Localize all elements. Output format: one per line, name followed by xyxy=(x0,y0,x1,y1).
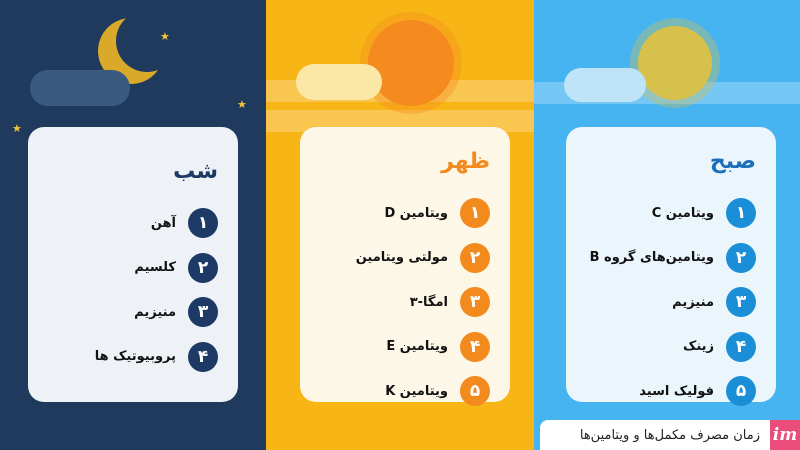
item-label: امگا-۳ xyxy=(409,294,448,310)
noon-column: ظهر ۱ ویتامین D ۲ مولتی ویتامین ۳ امگا-۳ ۴ ویتا… xyxy=(266,0,534,450)
number-badge: ۵ xyxy=(726,376,756,407)
list-item: ۱ ویتامین C xyxy=(586,191,756,236)
item-label: فولیک اسید xyxy=(639,383,714,399)
number-badge: ۳ xyxy=(188,297,218,328)
list-item: ۵ ویتامین K xyxy=(320,369,490,414)
list-item: ۱ آهن xyxy=(48,201,218,246)
list-item: ۳ منیزیم xyxy=(586,280,756,325)
number-badge: ۵ xyxy=(460,376,490,407)
item-label: پروبیوتیک ها xyxy=(94,349,176,365)
list-item: ۴ پروبیوتیک ها xyxy=(48,335,218,380)
item-label: منیزیم xyxy=(134,304,176,320)
list-item: ۲ مولتی ویتامین xyxy=(320,236,490,281)
number-badge: ۳ xyxy=(726,287,756,318)
number-badge: ۴ xyxy=(188,341,218,372)
item-label: ویتامین‌های گروه B xyxy=(589,250,714,266)
number-badge: ۳ xyxy=(460,287,490,318)
morning-title: صبح xyxy=(709,149,756,174)
night-column: ★ ★ ★ شب ۱ آهن ۲ کلسیم ۳ منیزیم ۴ پروبیوتیک ها xyxy=(0,0,266,450)
sun-icon xyxy=(638,26,712,100)
list-item: ۴ ویتامین E xyxy=(320,325,490,370)
number-badge: ۴ xyxy=(460,331,490,362)
item-label: زینک xyxy=(683,339,714,355)
list-item: ۳ امگا-۳ xyxy=(320,280,490,325)
item-label: ویتامین D xyxy=(384,205,448,221)
brand-logo: im xyxy=(770,420,800,450)
cloud-icon xyxy=(296,64,382,100)
star-icon: ★ xyxy=(237,98,247,111)
night-title: شب xyxy=(173,159,218,184)
star-icon: ★ xyxy=(160,30,170,43)
list-item: ۲ ویتامین‌های گروه B xyxy=(586,236,756,281)
noon-card: ظهر ۱ ویتامین D ۲ مولتی ویتامین ۳ امگا-۳ ۴ ویتا… xyxy=(300,127,510,407)
number-badge: ۲ xyxy=(188,252,218,283)
list-item: ۴ زینک xyxy=(586,325,756,370)
morning-column: صبح ۱ ویتامین C ۲ ویتامین‌های گروه B ۳ منیزیم… xyxy=(534,0,800,450)
item-label: کلسیم xyxy=(134,260,176,276)
number-badge: ۴ xyxy=(726,331,756,362)
list-item: ۵ فولیک اسید xyxy=(586,369,756,414)
noon-title: ظهر xyxy=(441,149,490,174)
list-item: ۱ ویتامین D xyxy=(320,191,490,236)
cloud-icon xyxy=(30,70,130,106)
night-card: شب ۱ آهن ۲ کلسیم ۳ منیزیم ۴ پروبیوتیک ها xyxy=(28,127,238,402)
morning-card: صبح ۱ ویتامین C ۲ ویتامین‌های گروه B ۳ منیزیم… xyxy=(566,127,776,407)
number-badge: ۲ xyxy=(460,242,490,273)
list-item: ۳ منیزیم xyxy=(48,290,218,335)
number-badge: ۱ xyxy=(460,198,490,229)
number-badge: ۱ xyxy=(188,208,218,239)
list-item: ۲ کلسیم xyxy=(48,246,218,291)
item-label: منیزیم xyxy=(672,294,714,310)
item-label: مولتی ویتامین xyxy=(355,250,448,266)
cloud-icon xyxy=(564,68,646,102)
item-label: آهن xyxy=(150,215,176,231)
moon-cutout xyxy=(116,10,178,72)
item-label: ویتامین C xyxy=(651,205,714,221)
item-label: ویتامین K xyxy=(385,383,448,399)
star-icon: ★ xyxy=(12,122,22,135)
number-badge: ۲ xyxy=(726,242,756,273)
number-badge: ۱ xyxy=(726,198,756,229)
sun-icon xyxy=(368,20,454,106)
item-label: ویتامین E xyxy=(386,339,448,355)
footer-caption: زمان مصرف مکمل‌ها و ویتامین‌ها xyxy=(540,420,770,450)
